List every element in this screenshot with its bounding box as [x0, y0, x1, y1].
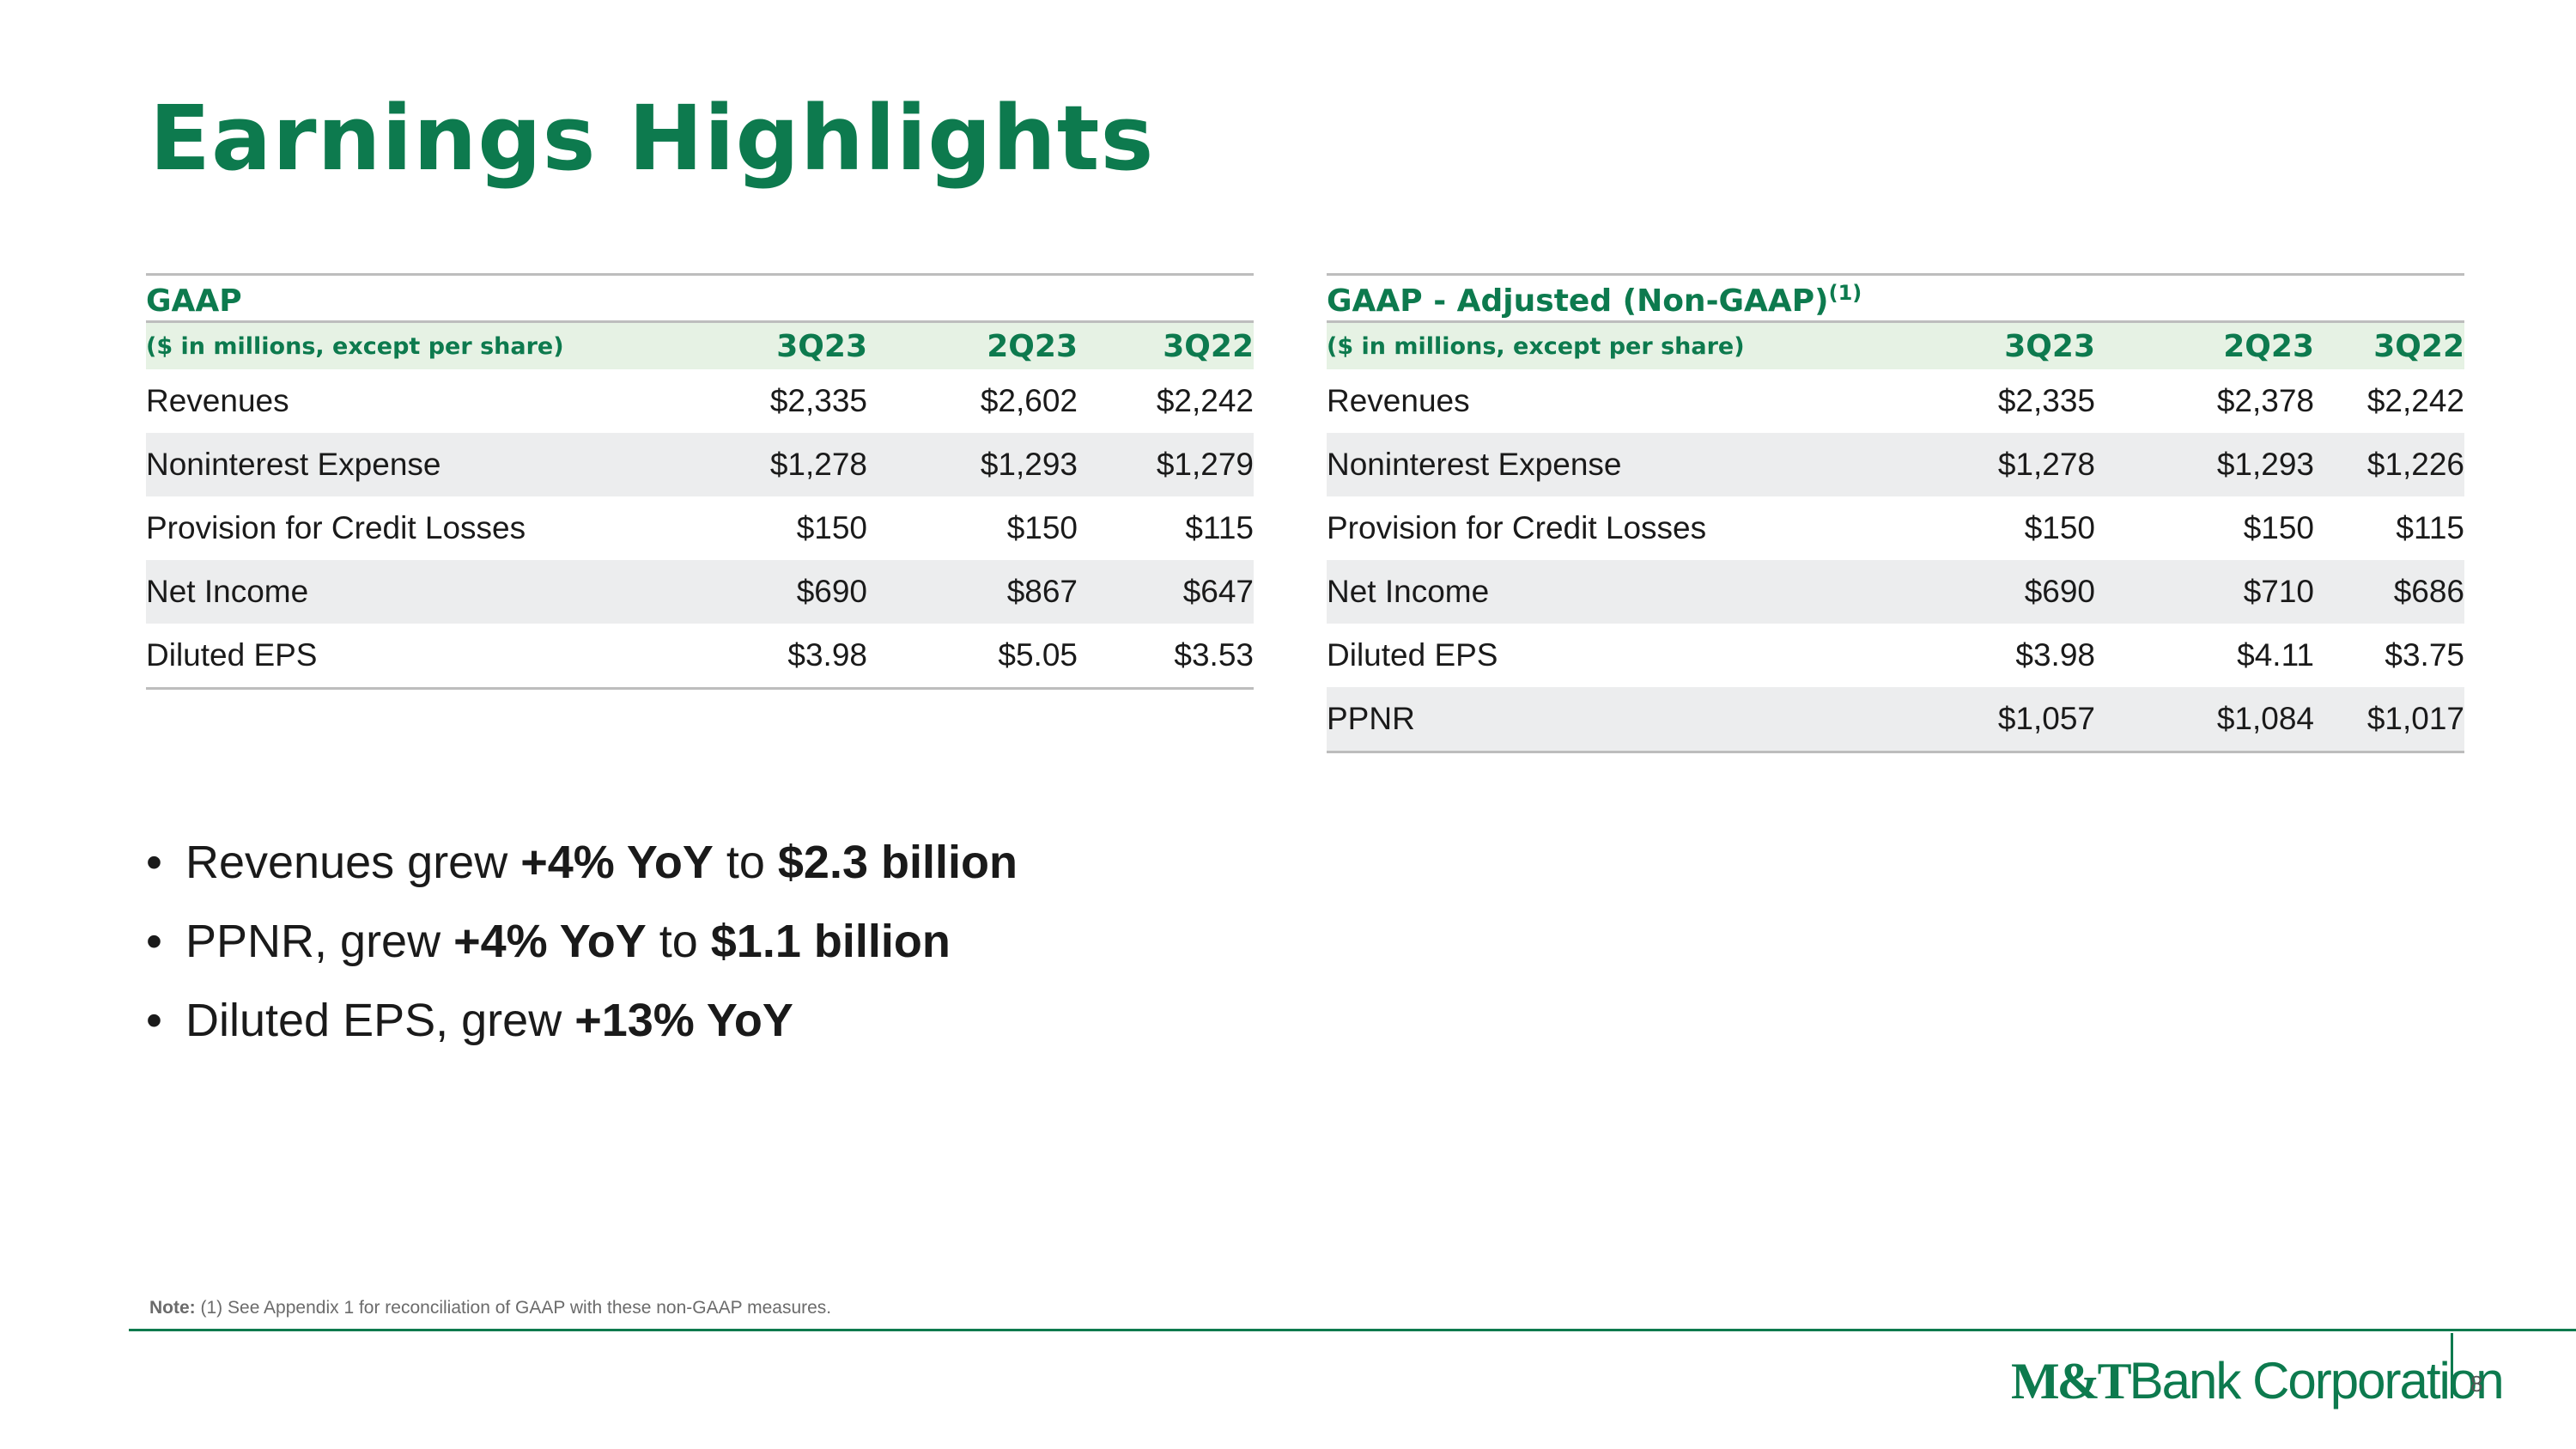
gaap-column-header: ($ in millions, except per share) 3Q23 2… — [146, 321, 1254, 369]
cell-value: $150 — [2024, 510, 2095, 545]
row-label: Revenues — [1327, 383, 1470, 418]
row-label: Noninterest Expense — [1327, 433, 1838, 496]
table-row: PPNR $1,057 $1,084 $1,017 — [1327, 687, 2464, 753]
adjusted-heading-text: GAAP - Adjusted (Non-GAAP) — [1327, 283, 1829, 319]
cell-value: $150 — [1006, 510, 1078, 545]
cell-value: $686 — [2314, 560, 2464, 624]
list-item: PPNR, grew +4% YoY to $1.1 billion — [146, 902, 1018, 981]
gaap-col-header: 3Q22 — [1078, 321, 1254, 369]
cell-value: $1,293 — [2095, 433, 2314, 496]
gaap-unit-label: ($ in millions, except per share) — [146, 321, 670, 369]
note-text: (1) See Appendix 1 for reconciliation of… — [195, 1298, 832, 1318]
table-row: Diluted EPS $3.98 $5.05 $3.53 — [146, 624, 1254, 690]
cell-value: $1,279 — [1078, 433, 1254, 496]
cell-value: $1,057 — [1838, 687, 2095, 753]
logo-mark: M&T — [2011, 1353, 2132, 1409]
cell-value: $2,335 — [769, 383, 867, 418]
cell-value: $150 — [2243, 510, 2314, 545]
logo-wordmark: Bank Corporation — [2129, 1352, 2505, 1409]
table-row: Provision for Credit Losses $150 $150 $1… — [146, 496, 1254, 560]
company-logo: M&TBank Corporation — [2011, 1351, 2505, 1411]
list-item: Diluted EPS, grew +13% YoY — [146, 981, 1018, 1060]
table-row: Revenues $2,335 $2,602 $2,242 — [146, 369, 1254, 433]
note-label: Note: — [149, 1298, 196, 1318]
cell-value: $1,278 — [1838, 433, 2095, 496]
cell-value: $2,242 — [2366, 383, 2464, 418]
adjusted-table: GAAP - Adjusted (Non-GAAP)(1) ($ in mill… — [1327, 273, 2464, 753]
table-row: Noninterest Expense $1,278 $1,293 $1,279 — [146, 433, 1254, 496]
cell-value: $150 — [796, 510, 867, 545]
footer-vertical-divider — [2451, 1333, 2453, 1398]
highlights-list: Revenues grew +4% YoY to $2.3 billion PP… — [146, 823, 1018, 1060]
row-label: Net Income — [1327, 560, 1838, 624]
cell-value: $3.53 — [1078, 624, 1254, 690]
gaap-table: GAAP ($ in millions, except per share) 3… — [146, 273, 1254, 690]
cell-value: $115 — [2396, 510, 2464, 545]
adjusted-col-header: 3Q23 — [1838, 321, 2095, 369]
adjusted-section-header: GAAP - Adjusted (Non-GAAP)(1) — [1327, 273, 2464, 323]
adjusted-col-header: 3Q22 — [2314, 321, 2464, 369]
cell-value: $2,335 — [1997, 383, 2095, 418]
cell-value: $2,602 — [980, 383, 1078, 418]
cell-value: $3.75 — [2385, 637, 2464, 673]
gaap-heading: GAAP — [146, 273, 1254, 323]
footnote-marker: (1) — [1828, 281, 1862, 305]
gaap-col-header: 2Q23 — [867, 321, 1078, 369]
cell-value: $2,378 — [2216, 383, 2314, 418]
cell-value: $1,226 — [2314, 433, 2464, 496]
gaap-col-header: 3Q23 — [670, 321, 867, 369]
table-row: Diluted EPS $3.98 $4.11 $3.75 — [1327, 624, 2464, 687]
page-number: 8 — [2470, 1371, 2483, 1397]
table-row: Net Income $690 $710 $686 — [1327, 560, 2464, 624]
row-label: Revenues — [146, 383, 289, 418]
row-label: Provision for Credit Losses — [1327, 510, 1707, 545]
footer-divider — [129, 1329, 2576, 1331]
cell-value: $1,278 — [670, 433, 867, 496]
table-row: Noninterest Expense $1,278 $1,293 $1,226 — [1327, 433, 2464, 496]
row-label: Diluted EPS — [1327, 637, 1498, 673]
table-row: Net Income $690 $867 $647 — [146, 560, 1254, 624]
footnote: Note: (1) See Appendix 1 for reconciliat… — [149, 1298, 831, 1318]
row-label: Diluted EPS — [146, 624, 670, 690]
row-label: Net Income — [146, 560, 670, 624]
cell-value: $115 — [1185, 510, 1254, 545]
table-row: Revenues $2,335 $2,378 $2,242 — [1327, 369, 2464, 433]
cell-value: $690 — [1838, 560, 2095, 624]
cell-value: $1,017 — [2314, 687, 2464, 753]
cell-value: $647 — [1078, 560, 1254, 624]
cell-value: $690 — [670, 560, 867, 624]
gaap-section-header: GAAP — [146, 273, 1254, 323]
cell-value: $5.05 — [867, 624, 1078, 690]
cell-value: $710 — [2095, 560, 2314, 624]
adjusted-column-header: ($ in millions, except per share) 3Q23 2… — [1327, 321, 2464, 369]
row-label: PPNR — [1327, 687, 1838, 753]
cell-value: $867 — [867, 560, 1078, 624]
adjusted-col-header: 2Q23 — [2095, 321, 2314, 369]
table-row: Provision for Credit Losses $150 $150 $1… — [1327, 496, 2464, 560]
row-label: Provision for Credit Losses — [146, 510, 526, 545]
adjusted-heading: GAAP - Adjusted (Non-GAAP)(1) — [1327, 273, 2464, 323]
row-label: Noninterest Expense — [146, 433, 670, 496]
adjusted-unit-label: ($ in millions, except per share) — [1327, 321, 1838, 369]
list-item: Revenues grew +4% YoY to $2.3 billion — [146, 823, 1018, 902]
page-title: Earnings Highlights — [149, 86, 1155, 191]
cell-value: $1,084 — [2095, 687, 2314, 753]
cell-value: $3.98 — [2015, 637, 2095, 673]
cell-value: $3.98 — [670, 624, 867, 690]
cell-value: $2,242 — [1156, 383, 1254, 418]
cell-value: $4.11 — [2237, 637, 2314, 673]
cell-value: $1,293 — [867, 433, 1078, 496]
